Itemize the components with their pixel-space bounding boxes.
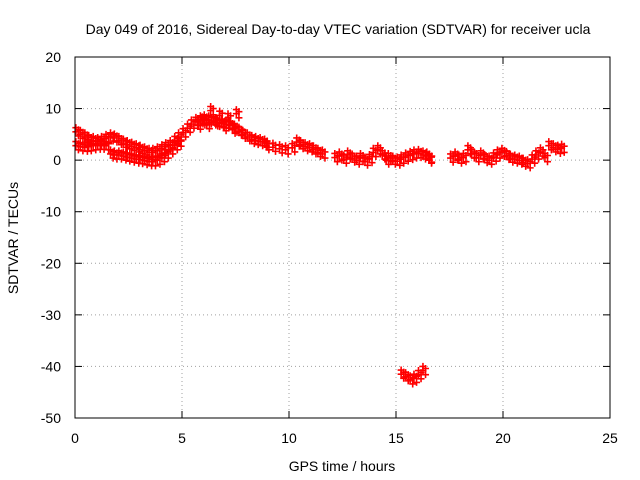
- data-point: [321, 148, 329, 156]
- y-tick-label: -50: [41, 410, 61, 426]
- data-series: [397, 362, 430, 388]
- data-point: [235, 108, 243, 116]
- data-point: [186, 128, 194, 136]
- data-point: [169, 150, 177, 158]
- chart-title: Day 049 of 2016, Sidereal Day-to-day VTE…: [86, 21, 591, 37]
- data-series: [262, 134, 329, 162]
- data-series: [425, 138, 568, 172]
- y-tick-label: -20: [41, 255, 61, 271]
- y-tick-label: 0: [53, 152, 61, 168]
- data-point: [488, 160, 496, 168]
- data-points: [72, 103, 568, 388]
- data-point: [177, 142, 185, 150]
- data-point: [321, 154, 329, 162]
- data-series: [72, 134, 185, 170]
- data-point: [531, 159, 539, 167]
- data-point: [227, 112, 235, 120]
- x-tick-label: 15: [388, 430, 404, 446]
- data-point: [404, 157, 412, 165]
- data-point: [492, 157, 500, 165]
- x-tick-label: 20: [495, 430, 511, 446]
- data-point: [556, 149, 564, 157]
- data-point: [231, 123, 239, 131]
- data-point: [413, 378, 421, 386]
- data-point: [422, 371, 430, 379]
- data-point: [454, 156, 462, 164]
- x-tick-label: 25: [602, 430, 618, 446]
- data-point: [222, 121, 230, 129]
- data-point: [526, 164, 534, 172]
- x-axis-ticks: 0 5 10 15 20 25: [71, 57, 618, 446]
- data-point: [535, 155, 543, 163]
- data-point: [173, 146, 181, 154]
- data-point: [409, 380, 417, 388]
- data-point: [409, 156, 417, 164]
- data-point: [422, 364, 430, 372]
- data-point: [105, 140, 113, 148]
- data-point: [272, 147, 280, 155]
- data-point: [333, 158, 341, 166]
- data-point: [265, 146, 273, 154]
- data-point: [462, 152, 470, 160]
- y-axis-ticks: 20 10 0 -10 -20 -30 -40 -50: [41, 49, 610, 426]
- data-point: [160, 158, 168, 166]
- data-point: [342, 159, 350, 167]
- data-point: [164, 154, 172, 162]
- data-point: [156, 160, 164, 168]
- data-series: [384, 145, 436, 169]
- x-tick-label: 10: [281, 430, 297, 446]
- data-point: [560, 142, 568, 150]
- y-tick-label: -40: [41, 358, 61, 374]
- data-point: [544, 152, 552, 160]
- data-point: [237, 125, 245, 133]
- data-point: [284, 150, 292, 158]
- data-series: [331, 142, 393, 169]
- data-point: [237, 131, 245, 139]
- data-point: [475, 158, 483, 166]
- data-series: [194, 103, 243, 137]
- data-point: [462, 158, 470, 166]
- data-point: [539, 146, 547, 154]
- data-point: [560, 148, 568, 156]
- data-point: [368, 159, 376, 167]
- data-point: [492, 151, 500, 159]
- y-tick-label: -10: [41, 204, 61, 220]
- data-point: [396, 161, 404, 169]
- data-point: [209, 105, 217, 113]
- data-point: [291, 148, 299, 156]
- data-point: [364, 161, 372, 169]
- y-tick-label: 20: [45, 49, 61, 65]
- data-point: [372, 153, 380, 161]
- y-tick-label: -30: [41, 307, 61, 323]
- grid-lines: [75, 57, 610, 418]
- data-point: [196, 125, 204, 133]
- x-axis-label: GPS time / hours: [289, 458, 396, 474]
- data-point: [428, 159, 436, 167]
- data-point: [457, 159, 465, 167]
- data-point: [428, 153, 436, 161]
- data-point: [417, 375, 425, 383]
- x-tick-label: 0: [71, 430, 79, 446]
- data-point: [177, 136, 185, 144]
- data-point: [182, 133, 190, 141]
- y-axis-label: SDTVAR / TECUs: [5, 182, 21, 294]
- x-tick-label: 5: [178, 430, 186, 446]
- data-point: [190, 124, 198, 132]
- data-point: [222, 127, 230, 135]
- data-point: [449, 158, 457, 166]
- data-point: [496, 154, 504, 162]
- plot-frame: [74, 56, 611, 419]
- y-tick-label: 10: [45, 101, 61, 117]
- data-point: [231, 129, 239, 137]
- data-point: [87, 147, 95, 155]
- data-point: [400, 159, 408, 167]
- data-point: [235, 114, 243, 122]
- data-point: [355, 160, 363, 168]
- data-point: [151, 162, 159, 170]
- data-point: [544, 158, 552, 166]
- data-point: [205, 125, 213, 133]
